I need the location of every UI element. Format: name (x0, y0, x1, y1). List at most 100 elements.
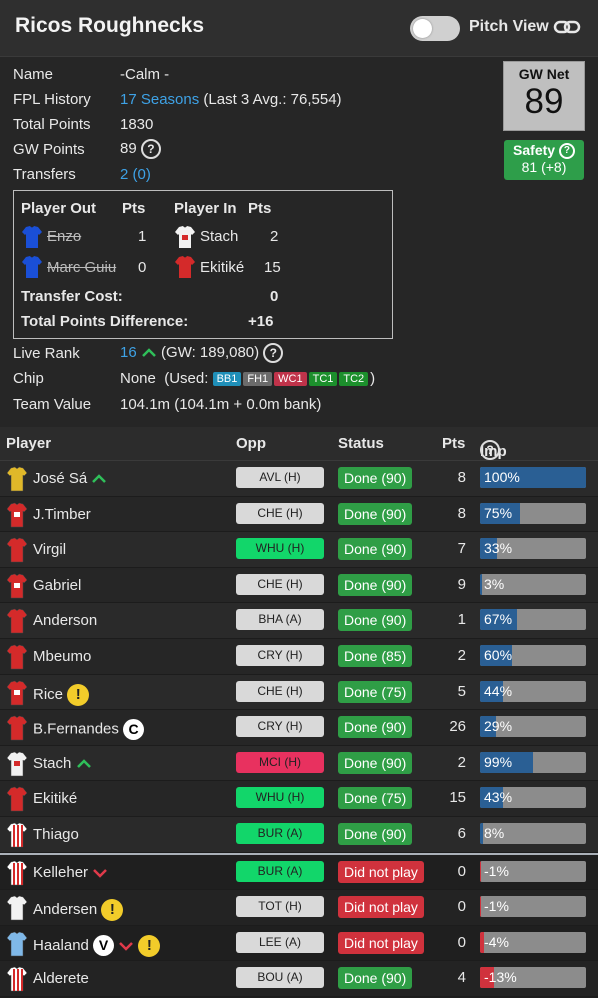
player-name: Rice (33, 685, 64, 703)
live-rank-label: Live Rank (13, 345, 80, 362)
transfer-in-shirt-icon (174, 225, 196, 253)
rank-help-icon[interactable]: ? (263, 343, 284, 363)
importance-bar: 67% (480, 609, 586, 631)
safety-help-icon[interactable]: ? (558, 143, 575, 160)
table-row[interactable]: Stach MCI (H) Done (90) 2 99% (0, 745, 598, 782)
status-badge: Done (90) (338, 573, 413, 596)
table-row[interactable]: Alderete BOU (A) Done (90) 4 -13% (0, 961, 598, 997)
table-row[interactable]: Anderson BHA (A) Done (90) 1 67% (0, 603, 598, 639)
importance-fill (480, 716, 496, 738)
opponent-badge: MCI (H) (236, 751, 324, 773)
shirt-icon (6, 715, 28, 745)
player-name-cell[interactable]: Kelleher (33, 864, 108, 881)
table-row[interactable]: Andersen ! TOT (H) Did not play 0 -1% (0, 890, 598, 926)
table-row[interactable]: Kelleher BUR (A) Did not play 0 -1% (0, 854, 598, 891)
points-cell: 9 (457, 575, 466, 593)
table-row[interactable]: Ekitiké WHU (H) Done (75) 15 43% (0, 781, 598, 817)
player-name-cell[interactable]: Mbeumo (33, 648, 91, 665)
importance-label: -1% (484, 862, 509, 879)
opponent-badge: BOU (A) (236, 967, 324, 989)
transfer-out-shirt-icon (21, 255, 43, 283)
col-player[interactable]: Player (6, 435, 52, 452)
warning-icon[interactable]: ! (101, 899, 124, 922)
live-rank-gw: (GW: 189,080) (161, 343, 260, 361)
player-name-cell[interactable]: Stach (33, 755, 92, 772)
player-name-cell[interactable]: Anderson (33, 612, 97, 629)
player-name-cell[interactable]: Rice ! (33, 683, 90, 706)
player-name: Gabriel (33, 576, 82, 594)
opponent-badge: WHU (H) (236, 538, 324, 560)
warning-icon[interactable]: ! (67, 683, 90, 706)
transfer-in-name: Stach (200, 228, 239, 245)
player-name-cell[interactable]: Andersen ! (33, 899, 124, 922)
table-row[interactable]: J.Timber CHE (H) Done (90) 8 75% (0, 496, 598, 533)
player-name-cell[interactable]: Ekitiké (33, 790, 77, 807)
chips-used-prefix: (Used: (164, 370, 209, 387)
safety-badge[interactable]: Safety ? 81 (+8) (504, 140, 584, 180)
player-name-cell[interactable]: Haaland V ! (33, 934, 161, 957)
importance-label: 3% (484, 575, 505, 592)
player-out-header: Player Out (21, 200, 97, 217)
chip-badge: BB1 (212, 372, 242, 387)
table-row[interactable]: José Sá AVL (H) Done (90) 8 100% (0, 461, 598, 497)
help-icon[interactable]: ? (140, 139, 161, 159)
opponent-badge: BUR (A) (236, 860, 324, 882)
table-row[interactable]: Haaland V ! LEE (A) Did not play 0 -4% (0, 925, 598, 962)
share-link-icon[interactable] (553, 16, 581, 42)
transfer-out-name: Marc Guiu (47, 259, 117, 276)
shirt-icon (6, 860, 28, 890)
shirt-icon (6, 751, 28, 781)
captain-badge: V (93, 935, 115, 957)
transfers-link[interactable]: 2 (0) (120, 166, 151, 183)
safety-value: 81 (+8) (521, 159, 567, 176)
points-diff-value: +16 (248, 313, 274, 330)
transfer-in-pts: 2 (270, 228, 279, 245)
transfer-out-pts: 0 (138, 259, 147, 276)
player-name: Thiago (33, 825, 79, 843)
table-row[interactable]: Thiago BUR (A) Done (90) 6 8% (0, 816, 598, 853)
live-rank-value: 16 (120, 343, 137, 361)
table-row[interactable]: B.Fernandes C CRY (H) Done (90) 26 29% (0, 710, 598, 746)
table-row[interactable]: Mbeumo CRY (H) Done (85) 2 60% (0, 638, 598, 675)
player-name: Andersen (33, 901, 98, 919)
total-points-value: 1830 (120, 116, 154, 133)
importance-fill (480, 680, 503, 702)
player-name-cell[interactable]: Thiago (33, 826, 79, 843)
player-name-cell[interactable]: J.Timber (33, 506, 91, 523)
importance-label: 29% (484, 718, 513, 735)
toggle-knob (413, 19, 432, 38)
player-name-cell[interactable]: Alderete (33, 970, 89, 987)
opponent-badge: CHE (H) (236, 573, 324, 595)
importance-bar: -13% (480, 967, 586, 989)
importance-fill (480, 931, 484, 953)
player-name: J.Timber (33, 505, 91, 523)
player-name-cell[interactable]: José Sá (33, 470, 107, 487)
player-name-cell[interactable]: B.Fernandes C (33, 719, 145, 741)
status-badge: Done (75) (338, 680, 413, 703)
opponent-badge: BHA (A) (236, 609, 324, 631)
pitch-view-label[interactable]: Pitch View (469, 18, 549, 35)
warning-icon[interactable]: ! (138, 934, 161, 957)
transfers-label: Transfers (13, 166, 76, 183)
table-row[interactable]: Virgil WHU (H) Done (90) 7 33% (0, 532, 598, 568)
opponent-badge: CHE (H) (236, 680, 324, 702)
pts-out-header: Pts (122, 200, 146, 217)
col-pts[interactable]: Pts (442, 435, 466, 452)
col-opp[interactable]: Opp (236, 435, 266, 452)
imp-help-icon[interactable]: ? (480, 440, 500, 460)
shirt-icon (6, 466, 28, 496)
history-seasons-link[interactable]: 17 Seasons (120, 91, 200, 108)
rank-up-arrow-icon (141, 348, 156, 357)
chip-badge: TC2 (339, 372, 369, 387)
shirt-icon (6, 680, 28, 710)
player-name-cell[interactable]: Virgil (33, 541, 66, 558)
chips-used-suffix: ) (370, 370, 376, 387)
team-title: Ricos Roughnecks (15, 14, 205, 37)
pitch-view-toggle[interactable] (410, 16, 460, 41)
player-name-cell[interactable]: Gabriel (33, 577, 81, 594)
col-status[interactable]: Status (338, 435, 384, 452)
table-row[interactable]: Rice ! CHE (H) Done (75) 5 44% (0, 674, 598, 711)
importance-label: 44% (484, 682, 513, 699)
table-row[interactable]: Gabriel CHE (H) Done (90) 9 3% (0, 567, 598, 604)
total-points-label: Total Points (13, 116, 91, 133)
